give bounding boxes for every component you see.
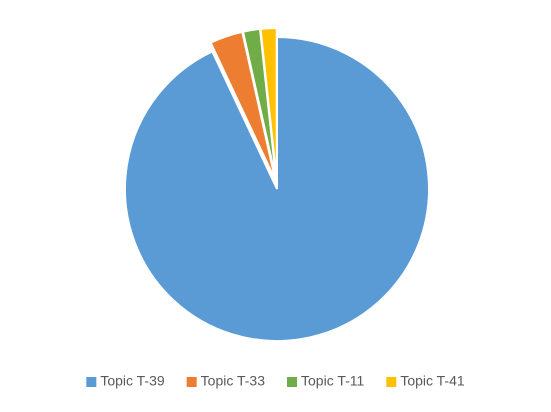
legend-swatch <box>386 377 397 387</box>
legend-label: Topic T-11 <box>301 373 365 389</box>
pie-slice <box>124 35 430 342</box>
pie-slice <box>259 27 278 181</box>
legend-swatch <box>287 377 298 387</box>
legend-swatch <box>86 377 97 387</box>
legend-label: Topic T-39 <box>100 373 165 389</box>
legend: Topic T-39 Topic T-33 Topic T-11 Topic T-41 <box>86 373 465 389</box>
legend-swatch <box>186 377 197 387</box>
legend-label: Topic T-41 <box>400 373 465 389</box>
legend-label: Topic T-33 <box>201 373 266 389</box>
